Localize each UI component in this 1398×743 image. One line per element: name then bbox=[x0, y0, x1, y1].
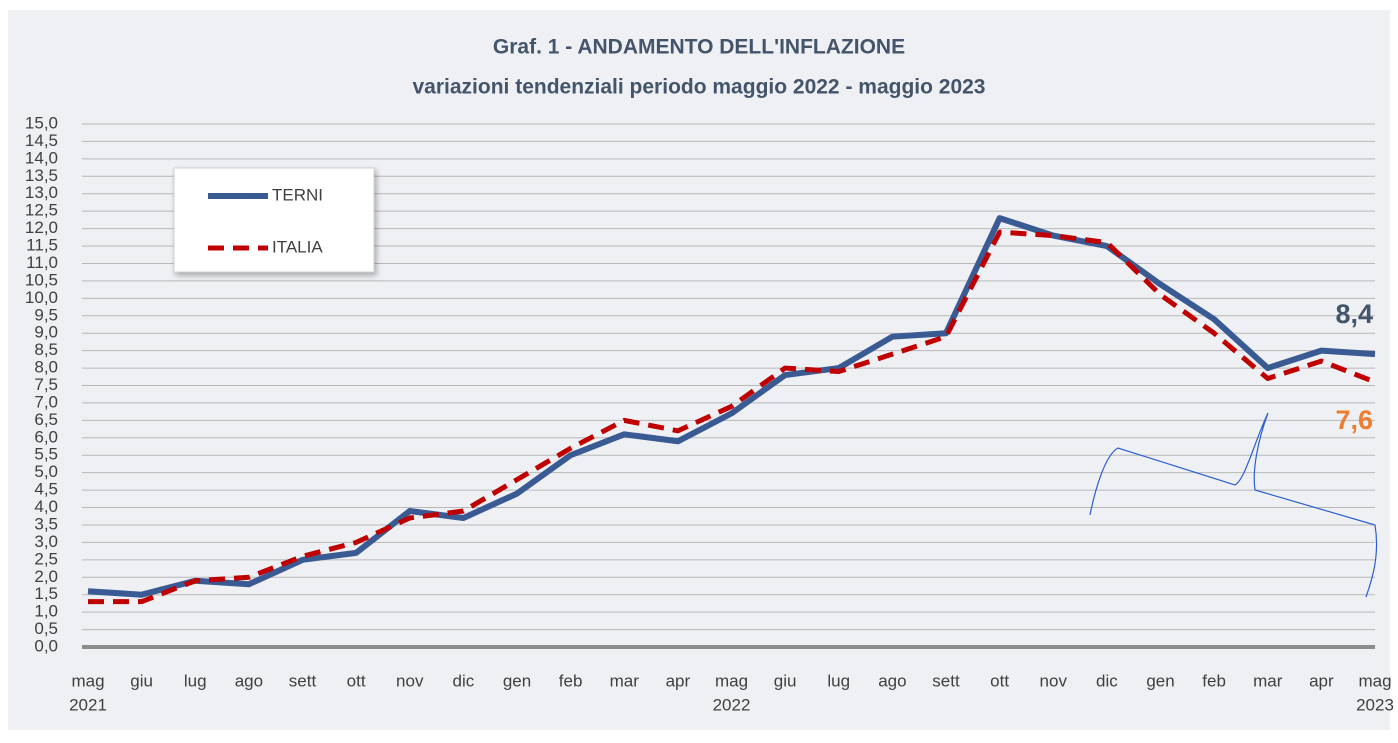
x-tick-label: sett bbox=[932, 671, 960, 690]
chart-title: Graf. 1 - ANDAMENTO DELL'INFLAZIONE bbox=[493, 36, 905, 59]
y-tick-label: 8,5 bbox=[34, 340, 58, 359]
x-year-label: 2021 bbox=[69, 695, 107, 714]
x-tick-label: gen bbox=[503, 671, 531, 690]
x-tick-label: apr bbox=[666, 671, 691, 690]
y-tick-label: 13,5 bbox=[25, 166, 58, 185]
legend-box bbox=[173, 167, 375, 273]
legend-label: TERNI bbox=[272, 185, 323, 204]
x-tick-label: mag bbox=[715, 671, 748, 690]
chart-background bbox=[8, 10, 1390, 730]
legend-label: ITALIA bbox=[272, 237, 323, 256]
x-tick-label: feb bbox=[1202, 671, 1226, 690]
y-tick-label: 9,0 bbox=[34, 323, 58, 342]
y-tick-label: 2,5 bbox=[34, 549, 58, 568]
x-tick-label: ago bbox=[235, 671, 263, 690]
y-tick-label: 2,0 bbox=[34, 567, 58, 586]
y-tick-label: 10,0 bbox=[25, 288, 58, 307]
x-tick-label: mag bbox=[1358, 671, 1391, 690]
y-tick-label: 7,5 bbox=[34, 375, 58, 394]
x-tick-label: gen bbox=[1146, 671, 1174, 690]
y-tick-label: 3,5 bbox=[34, 514, 58, 533]
y-tick-label: 1,5 bbox=[34, 584, 58, 603]
x-tick-label: ott bbox=[990, 671, 1009, 690]
y-tick-label: 1,0 bbox=[34, 602, 58, 621]
y-tick-label: 0,0 bbox=[34, 636, 58, 655]
y-tick-label: 11,5 bbox=[26, 236, 58, 255]
y-tick-label: 6,0 bbox=[34, 427, 58, 446]
x-tick-label: ago bbox=[878, 671, 906, 690]
x-tick-label: feb bbox=[559, 671, 583, 690]
x-year-label: 2022 bbox=[713, 695, 751, 714]
y-tick-label: 13,0 bbox=[25, 183, 58, 202]
scribble bbox=[1089, 412, 1378, 598]
y-tick-label: 12,0 bbox=[25, 218, 58, 237]
x-tick-label: dic bbox=[1096, 671, 1118, 690]
y-tick-label: 7,0 bbox=[34, 392, 58, 411]
y-tick-label: 6,5 bbox=[34, 410, 58, 429]
x-tick-label: sett bbox=[289, 671, 317, 690]
y-tick-label: 3,0 bbox=[34, 532, 58, 551]
y-tick-label: 11,0 bbox=[26, 253, 58, 272]
x-year-label: 2023 bbox=[1356, 695, 1394, 714]
x-tick-label: lug bbox=[827, 671, 850, 690]
x-tick-label: nov bbox=[1040, 671, 1068, 690]
x-tick-label: mar bbox=[1253, 671, 1283, 690]
x-tick-label: dic bbox=[453, 671, 475, 690]
series-line bbox=[87, 215, 1376, 598]
x-tick-label: giu bbox=[774, 671, 797, 690]
y-tick-label: 8,0 bbox=[34, 358, 58, 377]
chart-subtitle: variazioni tendenziali periodo maggio 20… bbox=[413, 76, 986, 99]
y-tick-label: 5,5 bbox=[34, 445, 58, 464]
x-tick-label: lug bbox=[184, 671, 207, 690]
x-tick-label: nov bbox=[396, 671, 424, 690]
y-tick-label: 15,0 bbox=[25, 113, 58, 132]
data-label: 7,6 bbox=[1335, 405, 1373, 435]
series-line bbox=[88, 229, 1376, 605]
y-tick-label: 9,5 bbox=[34, 305, 58, 324]
y-tick-label: 0,5 bbox=[34, 619, 58, 638]
y-tick-label: 10,5 bbox=[25, 270, 58, 289]
y-tick-label: 14,0 bbox=[25, 148, 58, 167]
legend: TERNI ITALIA bbox=[173, 167, 375, 273]
y-tick-label: 4,0 bbox=[34, 497, 58, 516]
y-tick-label: 4,5 bbox=[34, 480, 58, 499]
x-tick-label: giu bbox=[130, 671, 153, 690]
x-tick-label: mar bbox=[610, 671, 640, 690]
x-tick-label: mag bbox=[71, 671, 104, 690]
x-tick-label: ott bbox=[347, 671, 366, 690]
data-label: 8,4 bbox=[1335, 299, 1373, 329]
y-tick-label: 5,0 bbox=[34, 462, 58, 481]
y-tick-label: 14,5 bbox=[25, 131, 58, 150]
x-tick-label: apr bbox=[1309, 671, 1334, 690]
y-tick-label: 12,5 bbox=[25, 201, 58, 220]
